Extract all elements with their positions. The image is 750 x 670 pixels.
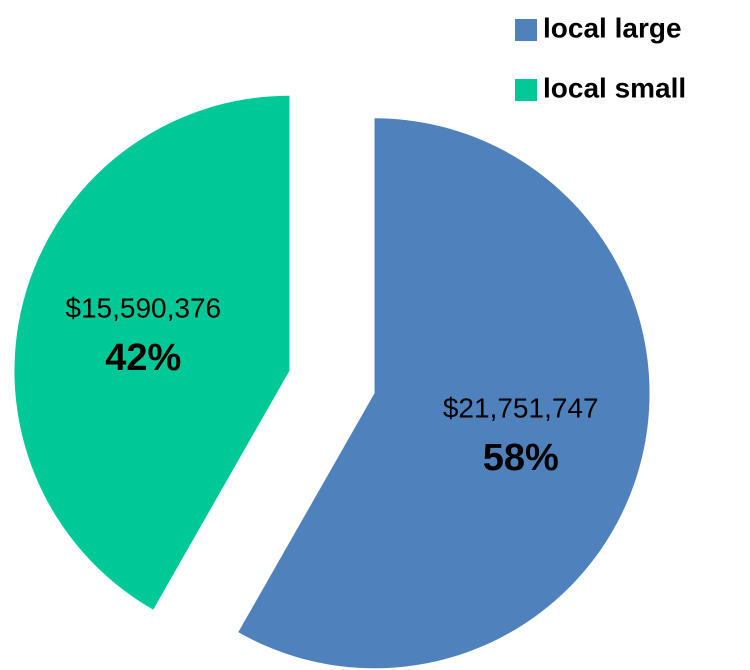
legend-swatch	[515, 19, 537, 41]
pie-slice	[14, 95, 290, 610]
legend-swatch	[515, 79, 537, 101]
legend-label: local small	[543, 72, 686, 103]
value-label: $21,751,747	[443, 392, 599, 423]
percent-label: 58%	[483, 437, 559, 479]
pie-slice	[238, 118, 650, 669]
legend-label: local large	[543, 12, 682, 43]
value-label: $15,590,376	[65, 292, 221, 323]
percent-label: 42%	[105, 337, 181, 379]
